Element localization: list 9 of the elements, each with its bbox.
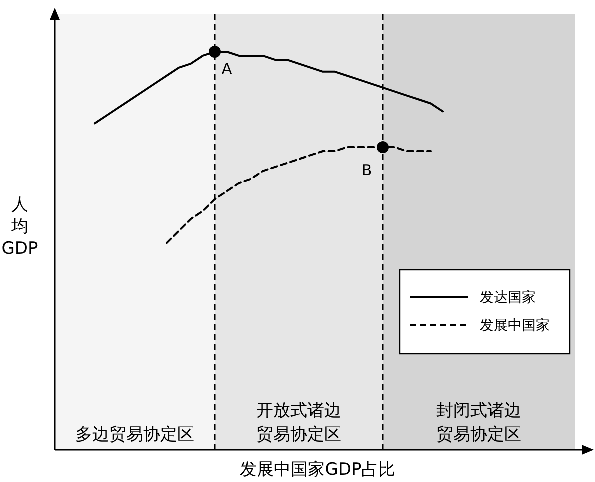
annotation: 开放式诸边贸易协定区 bbox=[256, 401, 342, 445]
annotation: A bbox=[222, 60, 233, 78]
legend-label: 发达国家 bbox=[480, 290, 536, 306]
y-axis-title: 人均GDP bbox=[2, 195, 38, 259]
annotation: B bbox=[362, 162, 372, 180]
annotation: 封闭式诸边贸易协定区 bbox=[436, 401, 522, 445]
annotation: 多边贸易协定区 bbox=[76, 425, 194, 445]
x-axis-title: 发展中国家GDP占比 bbox=[240, 460, 396, 480]
legend-label: 发展中国家 bbox=[480, 318, 550, 334]
